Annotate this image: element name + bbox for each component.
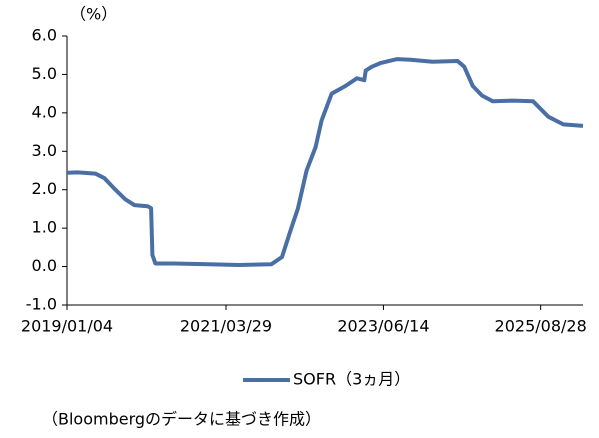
y-tick-label: 6.0 xyxy=(32,26,57,45)
y-unit-label: （%） xyxy=(70,5,117,24)
footnote: （Bloombergのデータに基づき作成） xyxy=(42,410,321,429)
legend-label: SOFR（3ヵ月） xyxy=(293,370,410,389)
x-tick-label: 2023/06/14 xyxy=(337,317,429,336)
line-series xyxy=(66,57,584,267)
y-tick-label: 2.0 xyxy=(32,179,57,198)
y-tick-label: 5.0 xyxy=(32,64,57,83)
y-tick-label: -1.0 xyxy=(26,295,57,314)
x-tick-label: 2019/01/04 xyxy=(21,317,113,336)
y-tick-label: 0.0 xyxy=(32,256,57,275)
y-tick-label: 3.0 xyxy=(32,141,57,160)
y-tick-label: 4.0 xyxy=(32,102,57,121)
x-tick-label: 2025/08/28 xyxy=(495,317,587,336)
x-tick-label: 2021/03/29 xyxy=(180,317,272,336)
y-tick-label: 1.0 xyxy=(32,218,57,237)
